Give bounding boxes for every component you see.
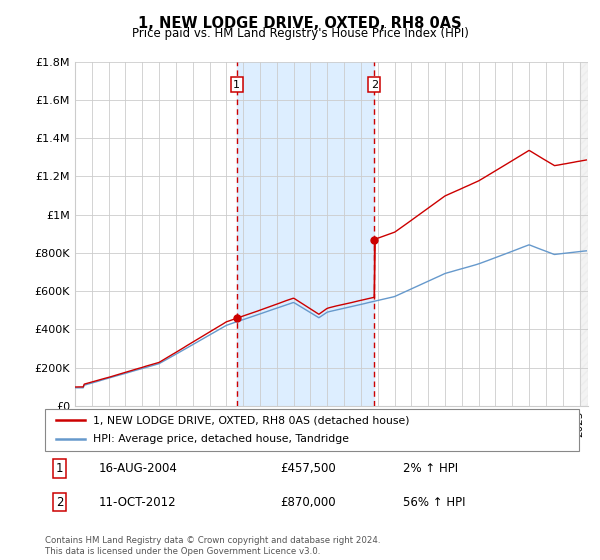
Text: 1, NEW LODGE DRIVE, OXTED, RH8 0AS (detached house): 1, NEW LODGE DRIVE, OXTED, RH8 0AS (deta… bbox=[93, 415, 410, 425]
Text: Price paid vs. HM Land Registry's House Price Index (HPI): Price paid vs. HM Land Registry's House … bbox=[131, 27, 469, 40]
Text: 1, NEW LODGE DRIVE, OXTED, RH8 0AS: 1, NEW LODGE DRIVE, OXTED, RH8 0AS bbox=[138, 16, 462, 31]
Text: 56% ↑ HPI: 56% ↑ HPI bbox=[403, 496, 465, 508]
Text: £870,000: £870,000 bbox=[280, 496, 335, 508]
Text: 1: 1 bbox=[56, 462, 63, 475]
Bar bbox=[237, 62, 374, 406]
Text: 1: 1 bbox=[233, 80, 241, 90]
Text: £457,500: £457,500 bbox=[280, 462, 336, 475]
Text: 2: 2 bbox=[56, 496, 63, 508]
Text: 16-AUG-2004: 16-AUG-2004 bbox=[98, 462, 177, 475]
Text: 2% ↑ HPI: 2% ↑ HPI bbox=[403, 462, 458, 475]
Bar bbox=[580, 62, 588, 406]
Text: 11-OCT-2012: 11-OCT-2012 bbox=[98, 496, 176, 508]
Text: 2: 2 bbox=[371, 80, 378, 90]
Text: HPI: Average price, detached house, Tandridge: HPI: Average price, detached house, Tand… bbox=[93, 435, 349, 445]
Text: Contains HM Land Registry data © Crown copyright and database right 2024.
This d: Contains HM Land Registry data © Crown c… bbox=[45, 536, 380, 556]
FancyBboxPatch shape bbox=[45, 409, 579, 451]
